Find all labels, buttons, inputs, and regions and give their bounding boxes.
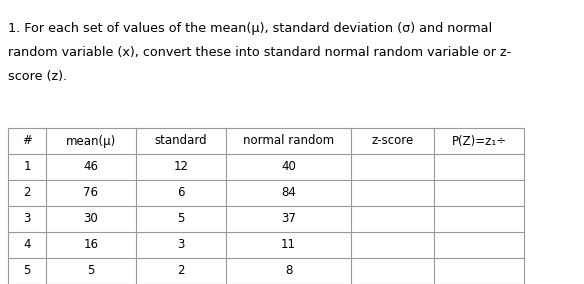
Text: 4: 4 <box>23 239 31 252</box>
Text: 2: 2 <box>23 187 31 199</box>
Text: 1: 1 <box>23 160 31 174</box>
Text: 76: 76 <box>84 187 99 199</box>
Text: 12: 12 <box>173 160 189 174</box>
Text: standard: standard <box>155 135 207 147</box>
Text: 16: 16 <box>84 239 99 252</box>
Text: 5: 5 <box>88 264 95 277</box>
Text: 6: 6 <box>178 187 185 199</box>
Text: 11: 11 <box>281 239 296 252</box>
Text: 84: 84 <box>281 187 296 199</box>
Text: 2: 2 <box>178 264 185 277</box>
Text: z-score: z-score <box>371 135 413 147</box>
Text: 30: 30 <box>84 212 98 225</box>
Text: 46: 46 <box>84 160 99 174</box>
Text: 5: 5 <box>23 264 31 277</box>
Text: 5: 5 <box>178 212 185 225</box>
Text: P(Z)=z₁÷: P(Z)=z₁÷ <box>451 135 506 147</box>
Text: #: # <box>22 135 32 147</box>
Bar <box>8 128 524 284</box>
Text: 1. For each set of values of the mean(μ), standard deviation (σ) and normal: 1. For each set of values of the mean(μ)… <box>8 22 492 35</box>
Text: 3: 3 <box>23 212 31 225</box>
Text: mean(μ): mean(μ) <box>66 135 116 147</box>
Text: 8: 8 <box>285 264 292 277</box>
Text: score (z).: score (z). <box>8 70 67 83</box>
Text: 37: 37 <box>281 212 296 225</box>
Text: 40: 40 <box>281 160 296 174</box>
Text: random variable (x), convert these into standard normal random variable or z-: random variable (x), convert these into … <box>8 46 511 59</box>
Text: 3: 3 <box>178 239 185 252</box>
Text: normal random: normal random <box>243 135 334 147</box>
